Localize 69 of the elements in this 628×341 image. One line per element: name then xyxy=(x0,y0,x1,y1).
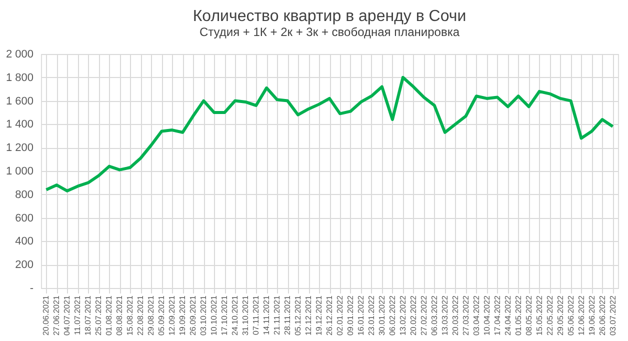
x-tick-label: 22.08.2021 xyxy=(136,294,146,336)
x-tick-label: 27.06.2021 xyxy=(52,294,62,336)
x-tick-label: 10.10.2021 xyxy=(210,294,219,336)
x-tick-label: 26.12.2021 xyxy=(325,294,334,336)
x-tick-label: 19.09.2021 xyxy=(178,294,188,336)
x-tick-label: 20.06.2021 xyxy=(42,294,51,336)
x-tick-label: 08.08.2021 xyxy=(115,294,124,336)
x-tick-label: 17.04.2022 xyxy=(492,294,502,336)
x-tick-label: 01.05.2022 xyxy=(514,294,523,336)
x-tick-label: 20.02.2022 xyxy=(408,294,418,336)
y-tick-label: 1 400 xyxy=(6,118,34,131)
x-tick-label: 06.02.2022 xyxy=(388,294,397,336)
x-tick-label: 18.07.2021 xyxy=(84,294,93,336)
x-tick-label: 10.04.2022 xyxy=(482,294,492,336)
x-tick-label: 19.06.2022 xyxy=(587,294,596,336)
x-tick-label: 25.07.2021 xyxy=(94,294,104,336)
chart-subtitle: Студия + 1К + 2к + 3к + свободная планировка xyxy=(199,25,460,39)
x-tick-label: 09.01.2022 xyxy=(346,294,355,336)
x-tick-label: 24.10.2021 xyxy=(230,294,240,336)
y-tick-label: 400 xyxy=(15,236,34,248)
x-tick-label: 12.09.2021 xyxy=(168,294,177,336)
chart-title: Количество квартир в аренду в Сочи xyxy=(192,8,466,25)
x-tick-label: 24.04.2022 xyxy=(503,294,512,336)
x-tick-label: 02.01.2022 xyxy=(335,294,344,336)
x-tick-label: 27.03.2022 xyxy=(461,294,470,336)
x-tick-label: 12.12.2021 xyxy=(304,294,314,336)
x-tick-label: 15.08.2021 xyxy=(126,294,135,336)
x-tick-label: 20.03.2022 xyxy=(450,294,460,336)
x-tick-label: 12.06.2022 xyxy=(576,294,586,336)
x-tick-label: 03.07.2022 xyxy=(608,294,618,336)
x-tick-label: 16.01.2022 xyxy=(356,294,366,336)
x-tick-label: 14.11.2021 xyxy=(262,294,272,335)
x-tick-label: 05.12.2021 xyxy=(294,294,303,336)
x-tick-label: 22.05.2022 xyxy=(545,294,554,336)
x-tick-label: 27.02.2022 xyxy=(419,294,428,336)
x-tick-label: 31.10.2021 xyxy=(241,294,250,336)
y-tick-label: 200 xyxy=(15,259,34,272)
x-tick-label: 13.02.2022 xyxy=(398,294,408,336)
y-tick-label: 1 800 xyxy=(6,72,34,84)
x-tick-label: 03.10.2021 xyxy=(199,294,208,336)
y-tick-label: 800 xyxy=(15,188,34,201)
x-tick-label: 23.01.2022 xyxy=(366,294,376,336)
x-tick-label: 29.08.2021 xyxy=(146,294,156,336)
y-tick-label: 1 200 xyxy=(6,142,34,154)
x-tick-label: 06.03.2022 xyxy=(430,294,439,336)
x-tick-label: 03.04.2022 xyxy=(472,294,481,336)
x-tick-label: 07.11.2021 xyxy=(252,294,261,335)
x-tick-label: 05.09.2021 xyxy=(157,294,166,336)
x-tick-label: 21.11.2021 xyxy=(272,294,282,335)
x-tick-label: 08.05.2022 xyxy=(524,294,534,336)
x-tick-label: 13.03.2022 xyxy=(440,294,450,336)
x-tick-label: 28.11.2021 xyxy=(283,294,292,335)
y-tick-label: 2 000 xyxy=(6,48,34,60)
x-tick-label: 05.06.2022 xyxy=(566,294,576,336)
x-tick-label: 11.07.2021 xyxy=(73,294,82,335)
line-series xyxy=(44,76,614,192)
x-tick-label: 26.09.2021 xyxy=(188,294,198,336)
x-tick-label: 19.12.2021 xyxy=(314,294,324,336)
x-tick-label: 17.10.2021 xyxy=(220,294,230,336)
x-tick-label: 30.01.2022 xyxy=(377,294,386,336)
y-tick-label: 1 000 xyxy=(6,166,34,178)
y-tick-label: 1 600 xyxy=(6,95,34,108)
y-tick-label: 600 xyxy=(15,212,34,224)
x-tick-label: 01.08.2021 xyxy=(104,294,114,336)
x-tick-label: 04.07.2021 xyxy=(62,294,72,336)
y-tick-label: - xyxy=(30,282,34,294)
x-tick-label: 15.05.2022 xyxy=(534,294,544,336)
x-tick-label: 26.06.2022 xyxy=(598,294,607,336)
x-tick-label: 29.05.2022 xyxy=(556,294,565,336)
